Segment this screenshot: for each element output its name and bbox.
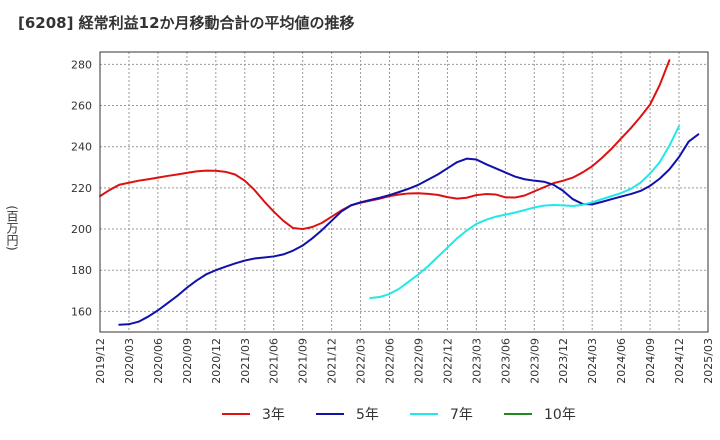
y-tick-label: 180 bbox=[71, 264, 92, 277]
x-tick-label: 2022/12 bbox=[441, 338, 454, 384]
x-tick-label: 2023/12 bbox=[557, 338, 570, 384]
series-line bbox=[118, 133, 700, 326]
x-tick-label: 2024/09 bbox=[644, 338, 657, 384]
x-tick-label: 2023/03 bbox=[470, 338, 483, 384]
x-tick-label: 2020/06 bbox=[152, 338, 165, 384]
x-tick-label: 2021/03 bbox=[239, 338, 252, 384]
chart-title: [6208] 経常利益12か月移動合計の平均値の推移 bbox=[18, 14, 355, 32]
x-tick-label: 2024/12 bbox=[673, 338, 686, 384]
x-tick-label: 2020/12 bbox=[210, 338, 223, 384]
x-tick-label: 2021/12 bbox=[326, 338, 339, 384]
y-tick-label: 200 bbox=[71, 223, 92, 236]
x-tick-label: 2025/03 bbox=[702, 338, 715, 384]
y-axis-label: (百万円) bbox=[5, 205, 19, 251]
plot-area bbox=[99, 51, 709, 333]
x-tick-label: 2022/09 bbox=[412, 338, 425, 384]
legend-label: 3年 bbox=[262, 407, 285, 423]
legend-label: 10年 bbox=[544, 407, 576, 423]
series-line bbox=[369, 125, 681, 300]
y-tick-label: 220 bbox=[71, 182, 92, 195]
x-tick-label: 2020/03 bbox=[123, 338, 136, 384]
x-tick-label: 2020/09 bbox=[181, 338, 194, 384]
y-tick-label: 240 bbox=[71, 141, 92, 154]
x-tick-label: 2019/12 bbox=[94, 338, 107, 384]
x-tick-label: 2023/06 bbox=[499, 338, 512, 384]
y-tick-label: 280 bbox=[71, 58, 92, 71]
x-tick-label: 2023/09 bbox=[528, 338, 541, 384]
x-tick-label: 2021/09 bbox=[297, 338, 310, 384]
legend-label: 7年 bbox=[450, 407, 473, 423]
x-tick-label: 2022/06 bbox=[384, 338, 397, 384]
legend-item: 7年 bbox=[410, 407, 473, 423]
y-tick-label: 260 bbox=[71, 100, 92, 113]
legend-item: 5年 bbox=[316, 407, 379, 423]
plot-border bbox=[99, 51, 709, 333]
legend-label: 5年 bbox=[356, 407, 379, 423]
x-tick-label: 2022/03 bbox=[355, 338, 368, 384]
x-tick-label: 2024/03 bbox=[586, 338, 599, 384]
x-tick-label: 2021/06 bbox=[268, 338, 281, 384]
x-tick-label: 2024/06 bbox=[615, 338, 628, 384]
y-tick-label: 160 bbox=[71, 305, 92, 318]
legend-item: 3年 bbox=[222, 407, 285, 423]
legend-item: 10年 bbox=[504, 407, 576, 423]
